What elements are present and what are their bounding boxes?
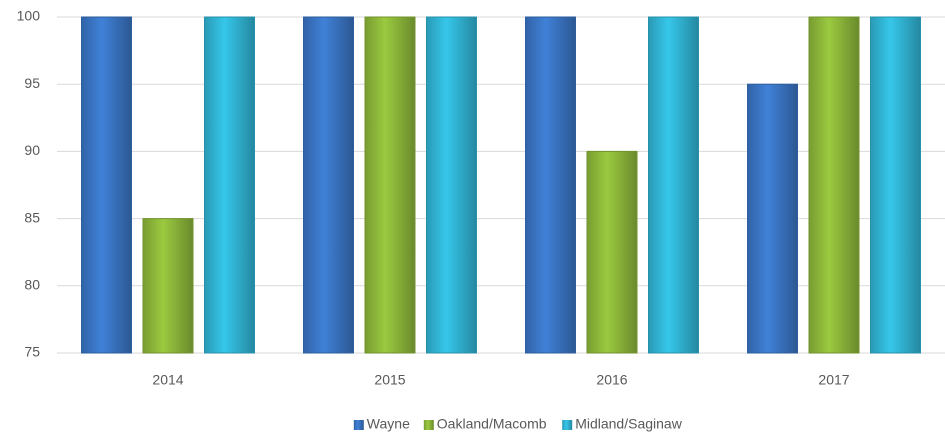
bar: [870, 16, 921, 354]
y-tick-label: 80: [24, 277, 40, 293]
legend-label: Midland/Saginaw: [575, 416, 683, 432]
x-tick-label: 2014: [152, 372, 183, 388]
bar: [586, 150, 638, 354]
bar: [747, 83, 798, 354]
y-tick-label: 85: [24, 209, 40, 225]
legend-swatch: [423, 420, 434, 430]
bar: [81, 16, 132, 354]
x-tick-label: 2017: [818, 372, 849, 388]
bar: [142, 218, 194, 354]
legend-label: Oakland/Macomb: [437, 416, 547, 432]
x-tick-label: 2015: [374, 372, 405, 388]
x-tick-label: 2016: [596, 372, 627, 388]
legend-swatch: [353, 420, 364, 430]
bar: [426, 16, 477, 354]
bar: [303, 16, 354, 354]
bar: [808, 16, 860, 354]
y-tick-label: 75: [24, 344, 40, 360]
bar: [364, 16, 416, 354]
y-tick-label: 100: [17, 8, 41, 24]
y-tick-label: 90: [24, 142, 40, 158]
bar: [525, 16, 576, 354]
y-tick-label: 95: [24, 75, 40, 91]
bar: [204, 16, 255, 354]
legend-label: Wayne: [367, 416, 410, 432]
bar: [648, 16, 699, 354]
legend-swatch: [562, 420, 573, 430]
